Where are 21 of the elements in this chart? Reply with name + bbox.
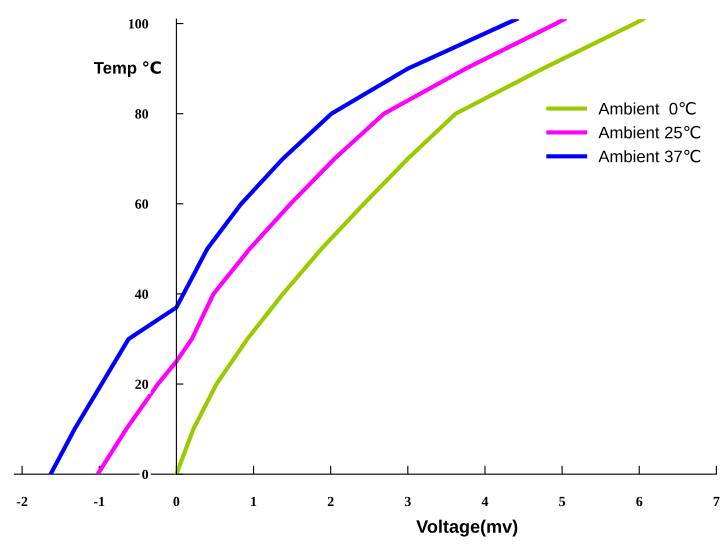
x-tick-label: 6 <box>636 496 642 506</box>
legend-label: Ambient 25℃ <box>598 126 700 139</box>
x-tick-label: 1 <box>251 496 256 506</box>
y-tick-label: 40 <box>134 290 148 299</box>
x-tick-label: 4 <box>482 496 488 506</box>
x-tick-label: -1 <box>94 496 104 506</box>
x-axis-title: Voltage(mv) <box>416 520 518 537</box>
y-tick-label: 20 <box>135 380 148 389</box>
x-tick-label: 5 <box>559 496 566 506</box>
y-tick-label: 0 <box>142 470 148 480</box>
x-tick-label: -2 <box>16 496 28 506</box>
y-tick-label: 80 <box>135 109 148 119</box>
legend-label: Ambient 37℃ <box>598 150 700 162</box>
y-tick-label: 60 <box>135 199 148 209</box>
legend-label: Ambient 0℃ <box>598 102 696 115</box>
y-tick-label: 100 <box>128 19 148 29</box>
x-tick-label: 0 <box>173 496 180 506</box>
x-tick-label: 7 <box>714 496 720 506</box>
x-tick-label: 2 <box>328 496 334 506</box>
x-tick-label: 3 <box>404 496 411 506</box>
y-axis-title: Temp ℃ <box>94 61 161 78</box>
